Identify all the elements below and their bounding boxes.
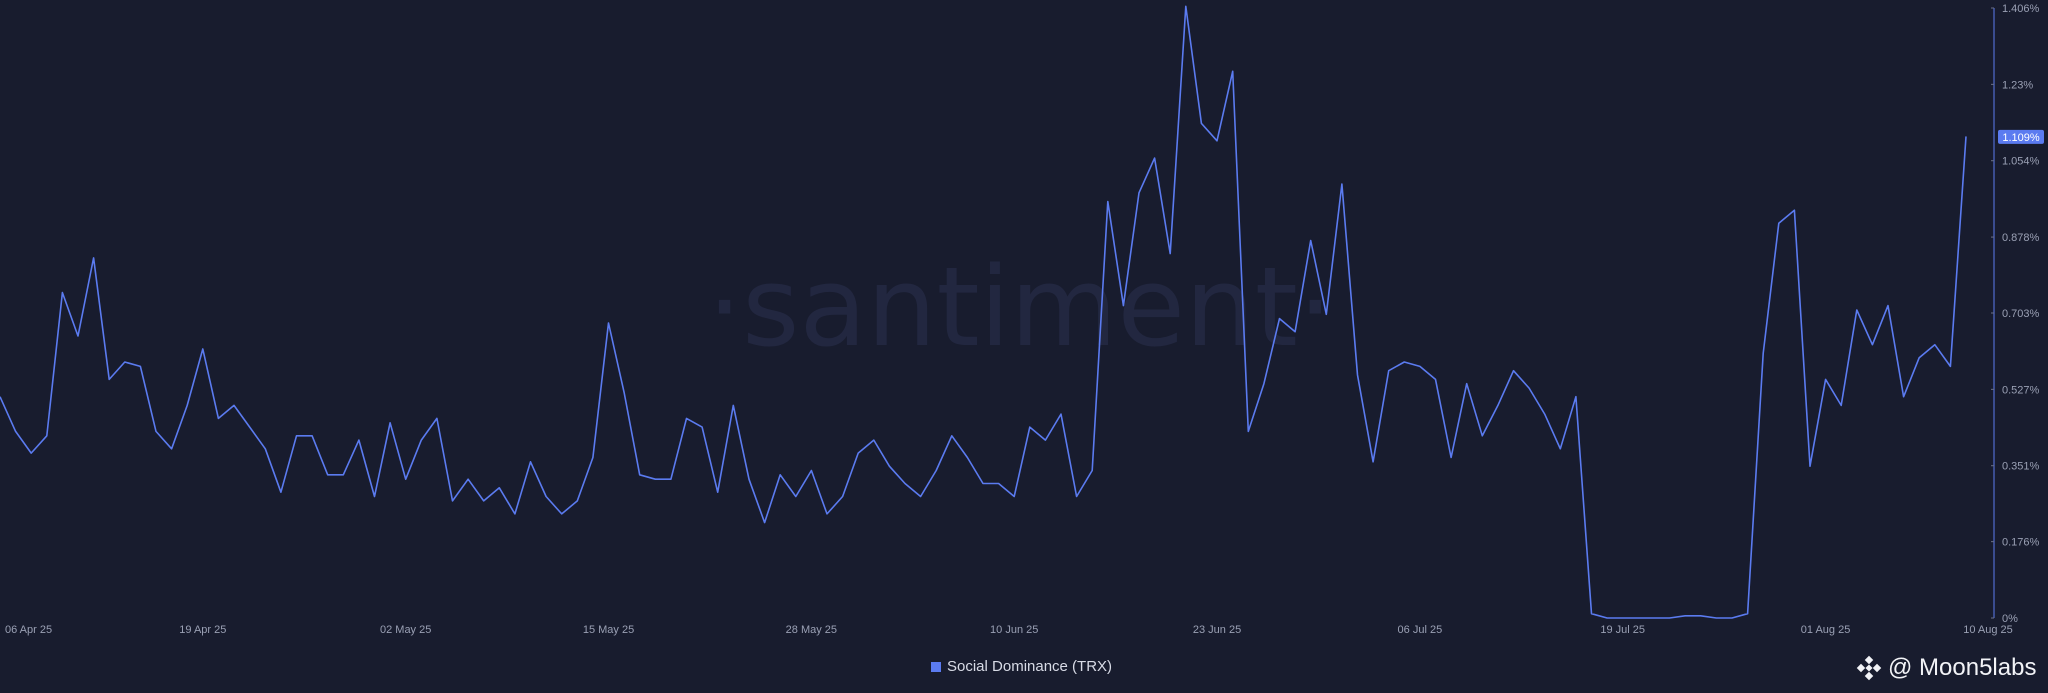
y-tick-label: 0.176% [2002,537,2040,549]
x-tick-label: 10 Jun 25 [990,624,1038,636]
brand-text: @ Moon5labs [1888,654,2037,681]
y-tick-label: 0.878% [2002,232,2040,244]
series-line-group [0,5,1967,619]
x-tick-label: 02 May 25 [380,624,431,636]
legend-label: Social Dominance (TRX) [947,658,1113,675]
x-tick-label: 19 Jul 25 [1600,624,1645,636]
legend[interactable]: Social Dominance (TRX) [931,658,1112,675]
x-axis-ticks: 06 Apr 25 19 Apr 25 02 May 25 15 May 25 28 M… [5,624,2013,636]
legend-swatch [931,661,941,672]
brand-watermark: @ Moon5labs [1856,654,2036,682]
y-tick-label: 0.351% [2002,461,2040,473]
x-tick-label: 23 Jun 25 [1193,624,1241,636]
current-value-label: 1.109% [2002,132,2040,144]
y-tick-label: 0% [2002,613,2018,625]
y-tick-label: 1.23% [2002,79,2033,91]
y-tick-label: 1.406% [2002,3,2040,15]
y-tick-label: 0.527% [2002,384,2040,396]
binance-diamond-icon [1856,655,1882,681]
current-value-badge [1998,129,2044,144]
x-tick-label: 06 Apr 25 [5,624,52,636]
santiment-watermark: ·santiment· [707,243,1333,371]
x-tick-label: 01 Aug 25 [1801,624,1851,636]
y-tick-label: 0.703% [2002,308,2040,320]
x-tick-label: 10 Aug 25 [1963,624,2013,636]
x-tick-label: 15 May 25 [583,624,634,636]
y-tick-label: 1.054% [2002,156,2040,168]
current-value-marker: 1.109% [1998,129,2044,144]
x-tick-label: 06 Jul 25 [1398,624,1443,636]
x-tick-label: 19 Apr 25 [179,624,226,636]
x-tick-label: 28 May 25 [786,624,837,636]
series-line-social-dominance [0,5,1967,619]
y-axis-ticks: 0% 0.176% 0.351% 0.527% 0.703% 0.878% 1.054% 1.… [1991,3,2040,625]
